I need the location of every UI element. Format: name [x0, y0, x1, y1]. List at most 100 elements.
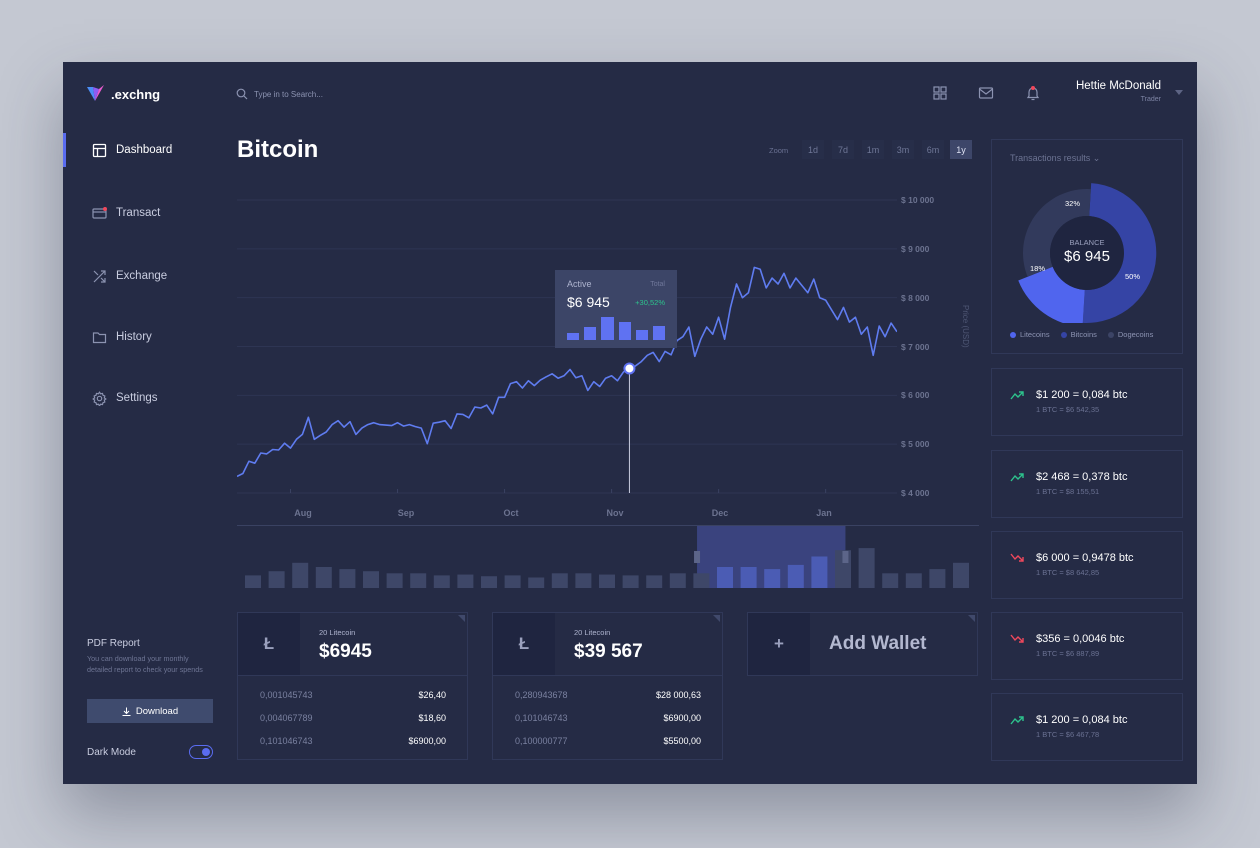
mail-icon[interactable]: [976, 83, 996, 103]
wallet-row-amount: 0,280943678: [515, 690, 568, 700]
zoom-1y-button[interactable]: 1y: [950, 140, 972, 159]
wallet-row-value: $18,60: [418, 713, 446, 723]
zoom-1m-button[interactable]: 1m: [862, 140, 884, 159]
x-tick-label: Oct: [503, 508, 519, 518]
trend-up-icon: [1010, 716, 1024, 725]
legend-item[interactable]: Dogecoins: [1107, 330, 1153, 339]
wallet-row: 0,001045743 $26,40: [260, 690, 446, 700]
bell-icon[interactable]: [1023, 83, 1043, 103]
wallet-row-amount: 0,101046743: [515, 713, 568, 723]
wallet-row: 0,100000777 $5500,00: [515, 736, 701, 746]
transaction-rate: 1 BTC = $8 155,51: [1036, 487, 1100, 496]
y-tick-label: $ 9 000: [901, 244, 930, 254]
navigator-handle-right: [842, 551, 849, 563]
app-logo[interactable]: .exchng: [87, 85, 160, 103]
card-corner: [968, 615, 975, 622]
zoom-1d-button[interactable]: 1d: [802, 140, 824, 159]
transaction-item[interactable]: $1 200 = 0,084 btc 1 BTC = $6 542,35: [991, 368, 1183, 436]
y-tick-label: $ 6 000: [901, 390, 930, 400]
legend-label: Bitcoins: [1070, 330, 1097, 339]
chevron-down-icon: ⌄: [1092, 153, 1101, 163]
volume-bar: [858, 548, 875, 588]
search-input[interactable]: Type in to Search...: [254, 89, 323, 99]
sidebar-item-label: Exchange: [116, 270, 168, 282]
sidebar-item-exchange[interactable]: Exchange: [63, 259, 213, 293]
logo-mark-icon: [87, 85, 104, 101]
chevron-down-icon[interactable]: [1175, 90, 1183, 95]
user-name[interactable]: Hettie McDonald: [1075, 80, 1161, 92]
card-icon: [92, 206, 107, 219]
sidebar-item-history[interactable]: History: [63, 320, 213, 354]
search-icon: [236, 88, 248, 100]
download-button[interactable]: Download: [87, 699, 213, 723]
volume-bar: [882, 573, 899, 588]
volume-bar: [528, 577, 545, 588]
sidebar-item-label: Settings: [116, 392, 158, 404]
tooltip-bar: [635, 329, 648, 340]
wallet-row-value: $6900,00: [408, 736, 446, 746]
volume-bar: [268, 571, 285, 588]
transaction-item[interactable]: $6 000 = 0,9478 btc 1 BTC = $8 642,85: [991, 531, 1183, 599]
legend-item[interactable]: Bitcoins: [1060, 330, 1097, 339]
transaction-rate: 1 BTC = $6 542,35: [1036, 405, 1100, 414]
dark-mode-toggle[interactable]: [189, 745, 213, 759]
panel-title[interactable]: Transactions results ⌄: [1010, 153, 1100, 164]
volume-bar: [245, 575, 261, 588]
wallet-row: 0,101046743 $6900,00: [260, 736, 446, 746]
litecoin-icon: Ł: [493, 613, 555, 675]
transaction-amount: $356 = 0,0046 btc: [1036, 633, 1125, 645]
volume-bar: [575, 573, 592, 588]
wallet-row-amount: 0,001045743: [260, 690, 313, 700]
card-corner: [458, 615, 465, 622]
gear-icon: [92, 390, 107, 406]
volume-bar: [622, 575, 639, 588]
folder-icon: [92, 331, 107, 343]
sidebar-item-settings[interactable]: Settings: [63, 381, 213, 415]
wallet-row-value: $28 000,63: [655, 690, 701, 700]
tooltip-change: +30,52%: [635, 298, 665, 307]
balance-donut-chart: [1018, 183, 1157, 323]
trend-down-icon: [1010, 634, 1024, 643]
trend-down-icon: [1010, 553, 1024, 562]
pdf-report-title: PDF Report: [87, 638, 140, 649]
range-navigator[interactable]: [237, 525, 979, 591]
zoom-7d-button[interactable]: 7d: [832, 140, 854, 159]
legend-dot: [1107, 331, 1114, 338]
x-tick-label: Jan: [816, 508, 832, 518]
volume-bar: [504, 575, 521, 588]
transaction-amount: $1 200 = 0,084 btc: [1036, 389, 1128, 401]
volume-bar: [433, 575, 450, 588]
sidebar-item-dashboard[interactable]: Dashboard: [63, 133, 213, 167]
legend-dot: [1010, 331, 1016, 338]
divider: [238, 675, 467, 676]
volume-bar: [386, 573, 403, 588]
donut-slice-litecoins: [1018, 266, 1085, 323]
transaction-item[interactable]: $1 200 = 0,084 btc 1 BTC = $6 467,78: [991, 693, 1183, 761]
volume-bar: [551, 573, 568, 588]
tooltip-bar: [567, 332, 580, 340]
tooltip-label: Active: [567, 279, 592, 289]
zoom-3m-button[interactable]: 3m: [892, 140, 914, 159]
y-tick-label: $ 7 000: [901, 342, 930, 352]
x-tick-label: Sep: [397, 508, 415, 518]
grid-icon[interactable]: [930, 83, 950, 103]
active-point: [623, 362, 636, 375]
transaction-item[interactable]: $2 468 = 0,378 btc 1 BTC = $8 155,51: [991, 450, 1183, 518]
legend-item[interactable]: Litecoins: [1010, 330, 1050, 339]
sidebar-item-label: Dashboard: [116, 144, 173, 156]
search-bar[interactable]: Type in to Search...: [236, 88, 323, 100]
wallet-card[interactable]: Ł 20 Litecoin $6945 0,001045743 $26,40 0,…: [237, 612, 468, 760]
x-tick-label: Nov: [606, 508, 624, 518]
volume-bar: [363, 571, 379, 588]
add-wallet-button[interactable]: + Add Wallet: [747, 612, 978, 676]
sidebar-item-transact[interactable]: Transact: [63, 196, 213, 230]
tooltip-value: $6 945: [567, 294, 610, 310]
wallet-value: $6945: [319, 641, 372, 662]
wallet-card[interactable]: Ł 20 Litecoin $39 567 0,280943678 $28 000…: [492, 612, 723, 760]
transaction-item[interactable]: $356 = 0,0046 btc 1 BTC = $6 887,89: [991, 612, 1183, 680]
volume-bar: [929, 569, 946, 588]
zoom-6m-button[interactable]: 6m: [922, 140, 944, 159]
volume-bar: [811, 556, 828, 588]
volume-bar: [481, 576, 497, 588]
wallet-row-value: $5500,00: [663, 736, 701, 746]
